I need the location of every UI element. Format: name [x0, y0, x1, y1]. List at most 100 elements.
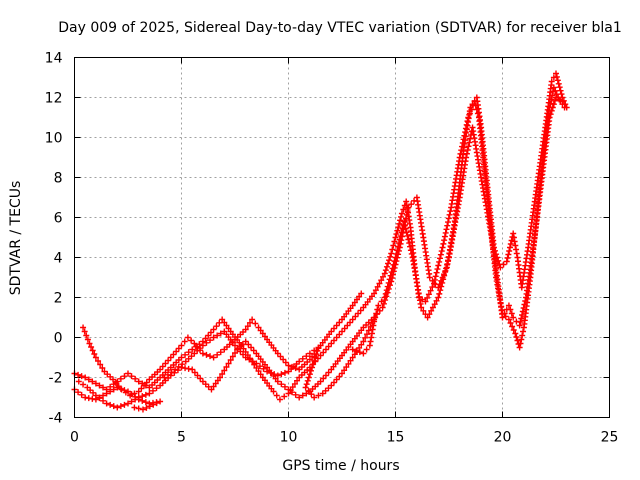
data-point — [426, 311, 433, 318]
data-point — [267, 369, 274, 376]
plot-frame — [74, 57, 610, 418]
data-point — [164, 371, 171, 378]
data-point — [372, 287, 379, 294]
data-point — [207, 337, 214, 344]
data-point — [446, 211, 453, 218]
data-point — [139, 406, 146, 413]
data-point — [467, 104, 474, 111]
data-point — [142, 382, 149, 389]
data-point — [499, 314, 506, 321]
data-point — [95, 358, 102, 364]
data-point — [391, 238, 398, 245]
chart-title: Day 009 of 2025, Sidereal Day-to-day VTE… — [58, 20, 621, 36]
data-point — [563, 104, 570, 111]
data-point — [510, 327, 517, 333]
data-point — [429, 284, 436, 291]
data-point — [311, 394, 318, 401]
data-point — [135, 396, 142, 403]
data-point — [408, 201, 415, 208]
data-point — [437, 251, 444, 258]
data-point — [383, 263, 390, 270]
y-tick-label: 10 — [45, 131, 63, 147]
data-point — [403, 229, 410, 236]
data-point — [142, 391, 149, 398]
data-point — [110, 403, 117, 410]
data-point — [428, 307, 435, 314]
data-point — [404, 208, 411, 215]
data-point — [383, 287, 390, 294]
data-point — [445, 215, 452, 222]
data-point — [385, 260, 392, 267]
data-point — [444, 222, 451, 229]
data-point — [425, 291, 432, 298]
data-point — [397, 217, 404, 224]
data-point — [308, 391, 315, 398]
data-point — [374, 283, 381, 290]
data-point — [389, 246, 396, 253]
data-point — [510, 230, 517, 237]
data-point — [210, 354, 217, 361]
data-point — [125, 370, 131, 377]
y-tick-label: -2 — [49, 371, 63, 387]
y-tick-label: 4 — [54, 251, 63, 267]
data-point — [303, 381, 310, 388]
data-point — [429, 304, 436, 311]
data-point — [217, 349, 224, 356]
data-point — [368, 334, 375, 341]
data-point — [285, 362, 292, 369]
data-point — [227, 357, 234, 363]
data-point — [294, 377, 301, 384]
data-point — [549, 104, 556, 111]
data-point — [182, 351, 189, 358]
data-point — [181, 338, 188, 345]
data-point — [557, 87, 564, 94]
data-point — [517, 340, 524, 347]
data-point — [281, 393, 288, 400]
data-point — [388, 269, 395, 276]
data-point — [146, 403, 153, 410]
data-point — [441, 233, 448, 240]
data-point — [360, 350, 367, 357]
data-point — [117, 403, 124, 410]
data-point — [418, 304, 425, 311]
data-point — [278, 381, 285, 388]
data-point — [380, 273, 387, 280]
data-point — [81, 328, 88, 335]
data-point — [552, 87, 559, 94]
data-point — [495, 257, 502, 264]
x-tick-label: 25 — [601, 430, 619, 446]
data-point — [313, 351, 320, 358]
data-point — [387, 253, 394, 260]
data-point — [393, 250, 400, 257]
data-point — [554, 77, 561, 84]
data-point — [512, 330, 519, 337]
data-point — [188, 337, 195, 344]
data-point — [153, 400, 160, 407]
data-point — [157, 398, 164, 405]
data-point — [394, 247, 401, 254]
data-point — [246, 356, 253, 363]
data-point — [406, 240, 413, 247]
data-point — [556, 84, 563, 91]
data-point — [426, 274, 433, 281]
data-point — [371, 316, 378, 323]
data-point — [521, 301, 528, 308]
data-point — [518, 336, 525, 343]
data-point — [240, 345, 247, 352]
data-point — [390, 261, 397, 268]
data-point — [121, 373, 128, 380]
data-point — [345, 360, 352, 367]
data-point — [339, 370, 345, 377]
data-point — [314, 347, 321, 354]
data-point — [213, 323, 220, 330]
data-point — [463, 154, 470, 161]
data-point — [432, 273, 439, 280]
data-point — [299, 355, 306, 362]
data-point — [507, 241, 514, 247]
data-point — [305, 387, 312, 394]
data-point — [100, 392, 107, 399]
data-point — [107, 388, 114, 395]
data-point — [175, 363, 182, 370]
data-point — [264, 368, 271, 375]
data-point — [214, 332, 221, 339]
